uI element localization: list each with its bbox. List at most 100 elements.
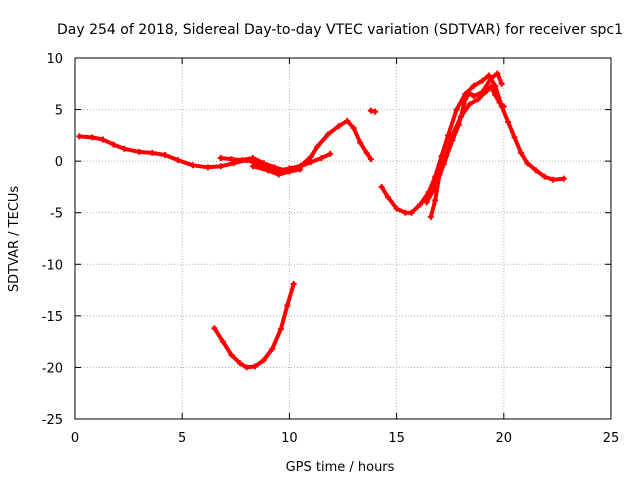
data-point [228,352,235,359]
data-point [475,96,482,103]
data-point [479,89,486,96]
data-point [560,175,567,182]
data-point [284,302,291,309]
data-point [417,201,424,208]
data-point [455,122,462,129]
data-point [541,173,548,180]
data-point [449,137,456,144]
y-tick-label: -10 [42,258,63,273]
data-point [496,99,503,106]
data-point [466,90,473,97]
data-point [385,194,392,201]
data-point [532,167,539,174]
series-segment-5 [212,281,296,370]
data-point [243,364,250,371]
data-point [470,82,477,89]
data-point [432,183,439,190]
data-point [136,148,143,155]
x-tick-label: 5 [178,431,186,446]
data-point [162,151,169,158]
data-point [290,280,297,287]
y-tick-label: 5 [55,104,63,119]
grid [75,58,611,419]
data-point [505,118,512,125]
data-point [217,163,224,170]
data-point [275,171,282,178]
data-point [485,72,492,79]
data-point [408,209,415,216]
data-point [440,161,447,168]
x-tick-label: 10 [281,431,298,446]
y-tick-label: 10 [46,52,63,67]
data-point [149,149,156,156]
data-point [453,106,460,113]
y-tick-label: 0 [55,155,63,170]
data-point [314,143,321,150]
y-axis-label: SDTVAR / TECUs [7,186,22,293]
data-point [427,213,434,220]
data-point [121,145,128,152]
data-point [324,131,331,138]
data-point [271,164,278,171]
data-point [492,82,499,89]
data-point [260,357,267,364]
chart-title: Day 254 of 2018, Sidereal Day-to-day VTE… [57,22,623,38]
data-series [76,70,567,371]
data-point [237,360,244,367]
data-point [479,77,486,84]
x-axis-label: GPS time / hours [286,460,395,475]
x-tick-label: 25 [603,431,620,446]
data-point [344,117,351,124]
plot-frame [74,57,612,420]
x-tick-label: 20 [496,431,513,446]
data-point [500,103,507,110]
data-point [550,176,557,183]
data-point [492,92,499,99]
axis-ticks: 0 5 10 15 20 25 10 5 0 -5 -10 -15 -20 -25 [42,52,620,446]
data-point [423,199,430,206]
data-point [307,159,314,166]
data-point [393,205,400,212]
data-point [432,197,439,204]
data-point [260,160,267,167]
data-point [494,70,501,77]
data-point [470,93,477,100]
data-point [277,326,284,333]
data-point [110,141,117,148]
data-point [219,338,226,345]
y-tick-label: -25 [42,413,63,428]
x-tick-label: 15 [388,431,405,446]
data-point [217,155,224,162]
series-segment-1 [77,118,373,173]
data-point [402,209,409,216]
data-point [363,149,370,156]
data-point [89,134,96,141]
data-point [228,156,235,163]
data-point [211,325,218,332]
data-point [511,134,518,141]
data-point [487,83,494,90]
data-point [286,168,293,175]
data-point [367,107,374,114]
data-point [76,133,83,140]
data-point [264,167,271,174]
data-point [350,125,357,132]
y-tick-label: -15 [42,310,63,325]
data-point [204,164,211,171]
data-point [269,345,276,352]
data-point [462,96,469,103]
data-point [249,163,256,170]
y-tick-label: -20 [42,361,63,376]
data-point [99,136,106,143]
data-point [239,157,246,164]
data-point [335,123,342,130]
y-tick-label: -5 [50,207,63,222]
data-point [318,155,325,162]
data-point [307,154,314,161]
data-point [174,157,181,164]
data-point [378,183,385,190]
data-point [249,155,256,162]
data-point [327,150,334,157]
x-tick-label: 0 [71,431,79,446]
